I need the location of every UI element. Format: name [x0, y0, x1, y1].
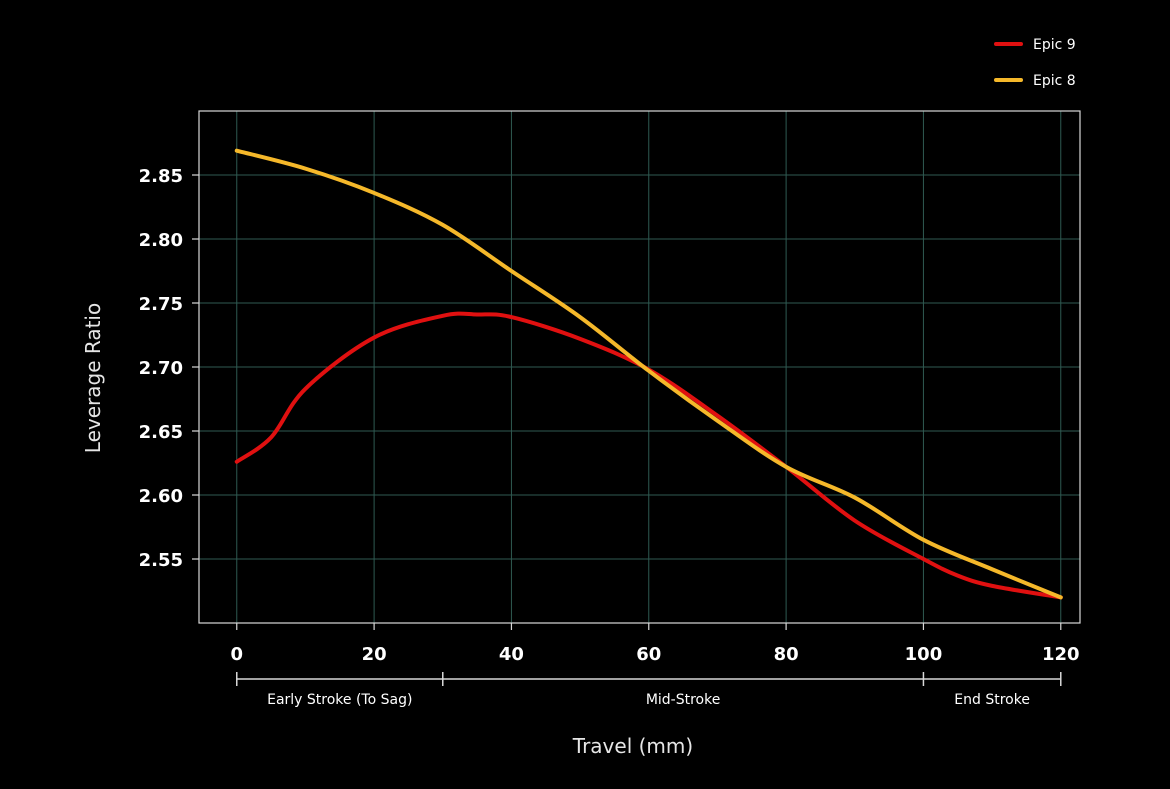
series-line-epic-9	[234, 311, 1063, 600]
y-axis-label: Leverage Ratio	[81, 303, 105, 453]
y-tick-label: 2.70	[139, 358, 183, 379]
stroke-segments: Early Stroke (To Sag) Mid-Stroke End Strok…	[236, 672, 1062, 708]
x-tick-label: 80	[774, 644, 799, 665]
segment-label: End Stroke	[954, 692, 1030, 708]
segment-label: Early Stroke (To Sag)	[267, 692, 412, 708]
tick-labels: 0 20 40 60 80 100 120 2.55 2.60 2.65 2.70 2.75 2.80 2…	[139, 166, 1080, 665]
grid	[192, 111, 1080, 630]
y-tick-label: 2.75	[139, 294, 183, 315]
y-tick-label: 2.85	[139, 166, 183, 187]
y-tick-label: 2.80	[139, 230, 183, 251]
y-tick-label: 2.55	[139, 550, 183, 571]
x-tick-label: 20	[362, 644, 387, 665]
legend: Epic 9 Epic 8	[994, 37, 1076, 89]
y-tick-label: 2.65	[139, 422, 183, 443]
x-axis-label: Travel (mm)	[572, 734, 693, 758]
x-tick-label: 0	[231, 644, 244, 665]
series-lines	[234, 148, 1063, 600]
y-tick-label: 2.60	[139, 486, 183, 507]
x-tick-label: 120	[1042, 644, 1080, 665]
x-tick-label: 60	[636, 644, 661, 665]
x-tick-label: 100	[905, 644, 943, 665]
legend-label: Epic 9	[1033, 37, 1076, 53]
plot-frame	[198, 110, 1081, 624]
x-tick-label: 40	[499, 644, 524, 665]
series-line-epic-8	[234, 148, 1063, 600]
segment-label: Mid-Stroke	[646, 692, 721, 708]
legend-label: Epic 8	[1033, 73, 1076, 89]
